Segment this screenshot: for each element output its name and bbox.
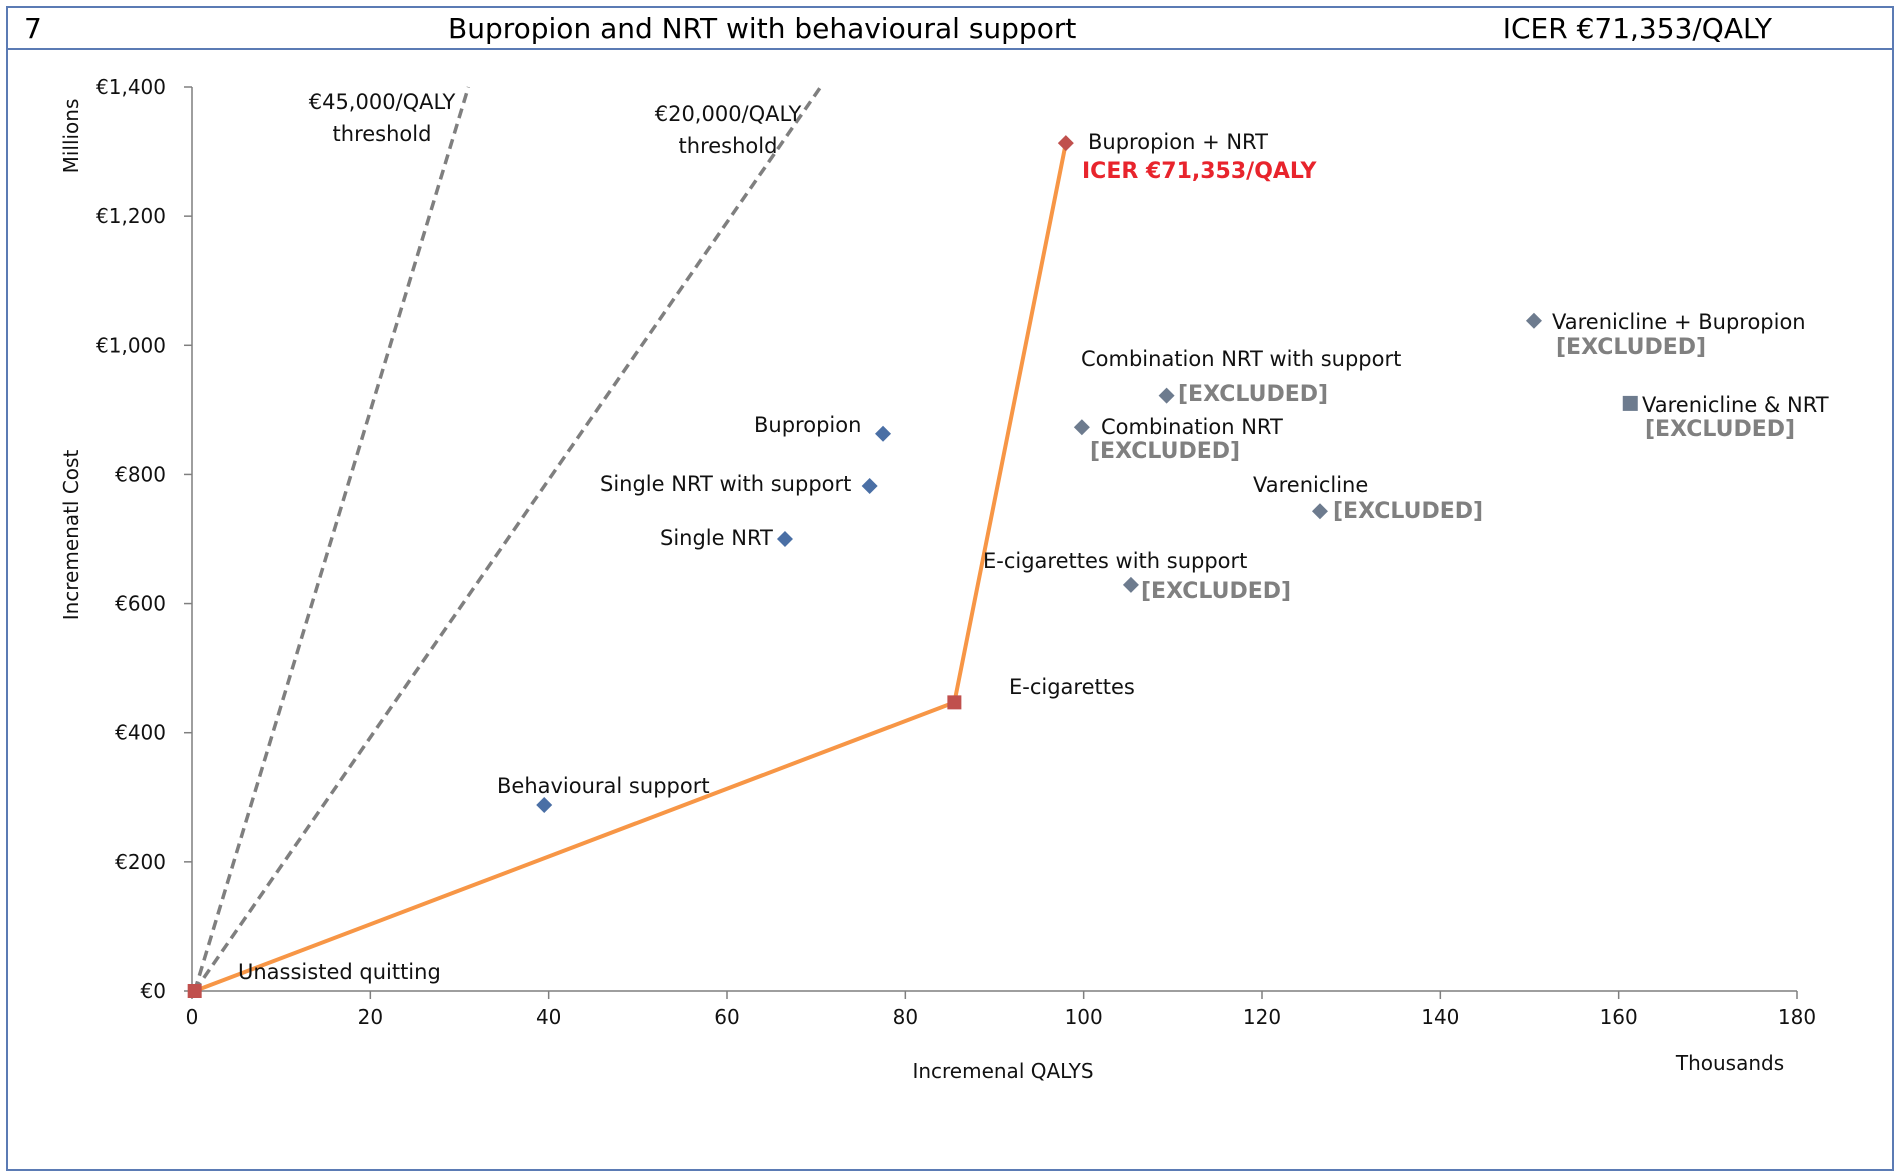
x-tick-label: 40 <box>536 1005 561 1029</box>
y-tick-label: €1,400 <box>96 75 166 99</box>
data-points <box>187 135 1638 998</box>
header-icer: ICER €71,353/QALY <box>1502 12 1772 45</box>
efficiency-frontier <box>193 142 1068 993</box>
excluded-note: [EXCLUDED] <box>1090 439 1240 464</box>
point-marker <box>947 695 962 710</box>
excluded-note: [EXCLUDED] <box>1645 417 1795 442</box>
point-marker <box>1073 419 1090 436</box>
point-label: Varenicline + Bupropion <box>1552 310 1806 334</box>
point-label: E-cigarettes with support <box>983 549 1247 573</box>
point-label: Combination NRT <box>1101 415 1283 439</box>
x-tick-label: 160 <box>1600 1005 1638 1029</box>
x-tick-label: 180 <box>1778 1005 1816 1029</box>
y-tick-label: €400 <box>115 721 166 745</box>
point-label: Behavioural support <box>497 774 710 798</box>
threshold-label: €45,000/QALY <box>309 90 456 114</box>
point-label: Varenicline <box>1253 473 1368 497</box>
x-tick-label: 0 <box>186 1005 199 1029</box>
point-marker <box>536 797 553 814</box>
point-marker <box>875 425 892 442</box>
x-tick-label: 100 <box>1065 1005 1103 1029</box>
point-marker <box>1311 503 1328 520</box>
frontier-line <box>193 142 1068 993</box>
y-axis-label: Incremenatl Cost <box>59 450 83 621</box>
point-label: E-cigarettes <box>1009 675 1135 699</box>
axes: 0 20 40 60 80 100 120 140 160 180 €0 €200 €400 €600 €8… <box>96 75 1816 1029</box>
point-label: Bupropion + NRT <box>1088 130 1268 154</box>
point-label: Combination NRT with support <box>1081 347 1401 371</box>
x-axis-label: Incremenal QALYS <box>912 1059 1093 1083</box>
y-tick-label: €1,000 <box>96 333 166 357</box>
y-tick-label: €1,200 <box>96 204 166 228</box>
y-unit-label: Millions <box>59 99 83 174</box>
point-marker <box>1122 576 1139 593</box>
threshold-label: threshold <box>333 122 432 146</box>
point-label: Bupropion <box>754 413 861 437</box>
y-tick-label: €200 <box>115 850 166 874</box>
point-marker <box>776 531 793 547</box>
x-tick-label: 140 <box>1421 1005 1459 1029</box>
y-tick-label: €0 <box>141 979 166 1003</box>
chart-frame: 7 Bupropion and NRT with behavioural sup… <box>6 6 1894 1171</box>
point-labels: Unassisted quitting Behavioural support Si… <box>238 130 1829 984</box>
threshold-label: threshold <box>679 134 778 158</box>
x-unit-label: Thousands <box>1675 1051 1784 1075</box>
chart-title: Bupropion and NRT with behavioural suppo… <box>448 12 1077 45</box>
excluded-note: [EXCLUDED] <box>1556 335 1706 360</box>
threshold-label: €20,000/QALY <box>655 102 802 126</box>
point-label: Single NRT <box>660 526 773 550</box>
y-tick-label: €600 <box>115 592 166 616</box>
point-marker <box>1622 395 1638 411</box>
threshold-lines: €45,000/QALY threshold €20,000/QALY thresho… <box>193 86 823 992</box>
icer-note: ICER €71,353/QALY <box>1082 159 1318 184</box>
threshold-line <box>193 86 823 992</box>
point-marker <box>1158 387 1175 404</box>
point-marker <box>1057 135 1074 152</box>
point-marker <box>861 478 878 495</box>
x-tick-label: 80 <box>893 1005 918 1029</box>
point-marker <box>187 984 202 998</box>
excluded-note: [EXCLUDED] <box>1333 499 1483 524</box>
y-tick-label: €800 <box>115 462 166 486</box>
point-marker <box>1525 312 1542 329</box>
x-tick-label: 20 <box>358 1005 383 1029</box>
excluded-note: [EXCLUDED] <box>1141 579 1291 604</box>
point-label: Varenicline & NRT <box>1642 393 1829 417</box>
chart-header: 7 Bupropion and NRT with behavioural sup… <box>8 8 1892 50</box>
point-label: Unassisted quitting <box>238 960 441 984</box>
chart-number: 7 <box>24 12 42 45</box>
point-label: Single NRT with support <box>600 472 851 496</box>
threshold-line <box>193 86 471 992</box>
x-tick-label: 60 <box>714 1005 739 1029</box>
excluded-note: [EXCLUDED] <box>1178 382 1328 407</box>
x-tick-label: 120 <box>1243 1005 1281 1029</box>
